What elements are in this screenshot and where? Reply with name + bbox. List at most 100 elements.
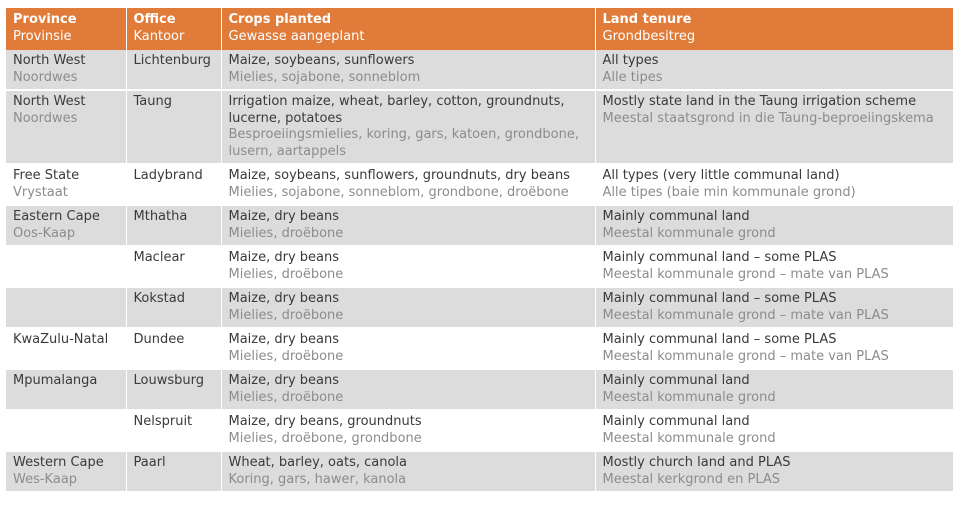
cell-office: Dundee bbox=[126, 328, 222, 370]
cell-province: Mpumalanga bbox=[6, 369, 127, 411]
tenure-en: Mainly communal land bbox=[602, 373, 750, 388]
crops-af: Mielies, droëbone bbox=[228, 348, 344, 364]
tenure-af: Alle tipes bbox=[602, 69, 663, 85]
province-af: Noordwes bbox=[13, 110, 78, 126]
crops-table-container: Province Provinsie Office Kantoor Crops … bbox=[6, 8, 953, 493]
tenure-en: Mostly state land in the Taung irrigatio… bbox=[602, 94, 917, 109]
cell-tenure: Mostly state land in the Taung irrigatio… bbox=[595, 90, 953, 165]
tenure-af: Meestal staatsgrond in die Taung-beproei… bbox=[602, 110, 934, 126]
header-province: Province Provinsie bbox=[6, 8, 127, 50]
province-en: Eastern Cape bbox=[13, 209, 100, 224]
province-en: Western Cape bbox=[13, 455, 104, 470]
tenure-en: Mainly communal land – some PLAS bbox=[602, 250, 837, 265]
office-name: Maclear bbox=[133, 250, 185, 265]
cell-crops: Irrigation maize, wheat, barley, cotton,… bbox=[221, 90, 596, 165]
header-office-af: Kantoor bbox=[133, 28, 185, 44]
cell-crops: Maize, dry beans Mielies, droëbone bbox=[221, 328, 596, 370]
cell-office: Taung bbox=[126, 90, 222, 165]
crops-en: Maize, soybeans, sunflowers bbox=[228, 53, 415, 68]
office-name: Dundee bbox=[133, 332, 185, 347]
province-en: North West bbox=[13, 94, 86, 109]
crops-af: Mielies, droëbone, grondbone bbox=[228, 430, 422, 446]
crops-en: Maize, dry beans bbox=[228, 250, 340, 265]
cell-crops: Maize, dry beans Mielies, droëbone bbox=[221, 205, 596, 247]
header-crops-en: Crops planted bbox=[228, 12, 332, 27]
cell-tenure: Mainly communal land – some PLAS Meestal … bbox=[595, 246, 953, 288]
crops-af: Mielies, sojabone, sonneblom bbox=[228, 69, 421, 85]
table-row: Eastern Cape Oos-Kaap Mthatha Maize, dry … bbox=[6, 205, 953, 247]
cell-tenure: All types (very little communal land) All… bbox=[595, 164, 953, 206]
header-crops-af: Gewasse aangeplant bbox=[228, 28, 365, 44]
cell-province bbox=[6, 246, 127, 288]
tenure-af: Meestal kommunale grond bbox=[602, 389, 776, 405]
crops-en: Irrigation maize, wheat, barley, cotton,… bbox=[228, 94, 565, 126]
crops-af: Mielies, droëbone bbox=[228, 389, 344, 405]
cell-tenure: Mainly communal land Meestal kommunale gr… bbox=[595, 369, 953, 411]
cell-office: Paarl bbox=[126, 451, 222, 493]
tenure-en: All types bbox=[602, 53, 659, 68]
cell-crops: Maize, dry beans Mielies, droëbone bbox=[221, 287, 596, 329]
cell-tenure: All types Alle tipes bbox=[595, 50, 953, 91]
header-tenure-af: Grondbesitreg bbox=[602, 28, 696, 44]
cell-province: Free State Vrystaat bbox=[6, 164, 127, 206]
tenure-af: Meestal kommunale grond – mate van PLAS bbox=[602, 348, 889, 364]
table-row: North West Noordwes Taung Irrigation maiz… bbox=[6, 90, 953, 165]
cell-tenure: Mainly communal land – some PLAS Meestal … bbox=[595, 287, 953, 329]
office-name: Paarl bbox=[133, 455, 166, 470]
cell-office: Nelspruit bbox=[126, 410, 222, 452]
tenure-af: Meestal kommunale grond bbox=[602, 225, 776, 241]
header-row: Province Provinsie Office Kantoor Crops … bbox=[6, 8, 953, 50]
cell-office: Lichtenburg bbox=[126, 50, 222, 91]
cell-office: Maclear bbox=[126, 246, 222, 288]
tenure-en: Mainly communal land bbox=[602, 414, 750, 429]
crops-en: Wheat, barley, oats, canola bbox=[228, 455, 408, 470]
crops-table: Province Provinsie Office Kantoor Crops … bbox=[6, 8, 953, 493]
header-tenure-en: Land tenure bbox=[602, 12, 692, 27]
crops-af: Mielies, droëbone bbox=[228, 225, 344, 241]
province-en: Mpumalanga bbox=[13, 373, 98, 388]
cell-office: Mthatha bbox=[126, 205, 222, 247]
province-af: Noordwes bbox=[13, 69, 78, 85]
crops-af: Mielies, sojabone, sonneblom, grondbone,… bbox=[228, 184, 569, 200]
province-af: Vrystaat bbox=[13, 184, 68, 200]
cell-crops: Wheat, barley, oats, canola Koring, gars,… bbox=[221, 451, 596, 493]
header-province-af: Provinsie bbox=[13, 28, 72, 44]
office-name: Ladybrand bbox=[133, 168, 203, 183]
cell-crops: Maize, soybeans, sunflowers Mielies, soja… bbox=[221, 50, 596, 91]
office-name: Kokstad bbox=[133, 291, 185, 306]
header-tenure: Land tenure Grondbesitreg bbox=[595, 8, 953, 50]
province-af: Oos-Kaap bbox=[13, 225, 76, 241]
province-af: Wes-Kaap bbox=[13, 471, 78, 487]
table-header: Province Provinsie Office Kantoor Crops … bbox=[6, 8, 953, 50]
cell-office: Kokstad bbox=[126, 287, 222, 329]
cell-province: Eastern Cape Oos-Kaap bbox=[6, 205, 127, 247]
cell-tenure: Mainly communal land Meestal kommunale gr… bbox=[595, 205, 953, 247]
crops-af: Mielies, droëbone bbox=[228, 266, 344, 282]
cell-tenure: Mostly church land and PLAS Meestal kerkg… bbox=[595, 451, 953, 493]
table-row: North West Noordwes Lichtenburg Maize, so… bbox=[6, 50, 953, 91]
tenure-en: Mainly communal land bbox=[602, 209, 750, 224]
cell-province: KwaZulu-Natal bbox=[6, 328, 127, 370]
crops-en: Maize, dry beans bbox=[228, 332, 340, 347]
tenure-en: All types (very little communal land) bbox=[602, 168, 840, 183]
table-row: Nelspruit Maize, dry beans, groundnuts Mi… bbox=[6, 410, 953, 452]
crops-en: Maize, dry beans, groundnuts bbox=[228, 414, 422, 429]
crops-en: Maize, dry beans bbox=[228, 209, 340, 224]
tenure-en: Mainly communal land – some PLAS bbox=[602, 332, 837, 347]
table-row: Free State Vrystaat Ladybrand Maize, soyb… bbox=[6, 164, 953, 206]
tenure-af: Meestal kommunale grond – mate van PLAS bbox=[602, 266, 889, 282]
cell-tenure: Mainly communal land – some PLAS Meestal … bbox=[595, 328, 953, 370]
office-name: Taung bbox=[133, 94, 173, 109]
crops-en: Maize, dry beans bbox=[228, 373, 340, 388]
office-name: Louwsburg bbox=[133, 373, 204, 388]
crops-af: Besproeiingsmielies, koring, gars, katoe… bbox=[228, 127, 579, 159]
province-en: North West bbox=[13, 53, 86, 68]
cell-crops: Maize, dry beans Mielies, droëbone bbox=[221, 246, 596, 288]
cell-province: Western Cape Wes-Kaap bbox=[6, 451, 127, 493]
header-office: Office Kantoor bbox=[126, 8, 222, 50]
cell-crops: Maize, dry beans, groundnuts Mielies, dro… bbox=[221, 410, 596, 452]
province-en: Free State bbox=[13, 168, 80, 183]
cell-office: Louwsburg bbox=[126, 369, 222, 411]
header-province-en: Province bbox=[13, 12, 77, 27]
header-office-en: Office bbox=[133, 12, 176, 27]
